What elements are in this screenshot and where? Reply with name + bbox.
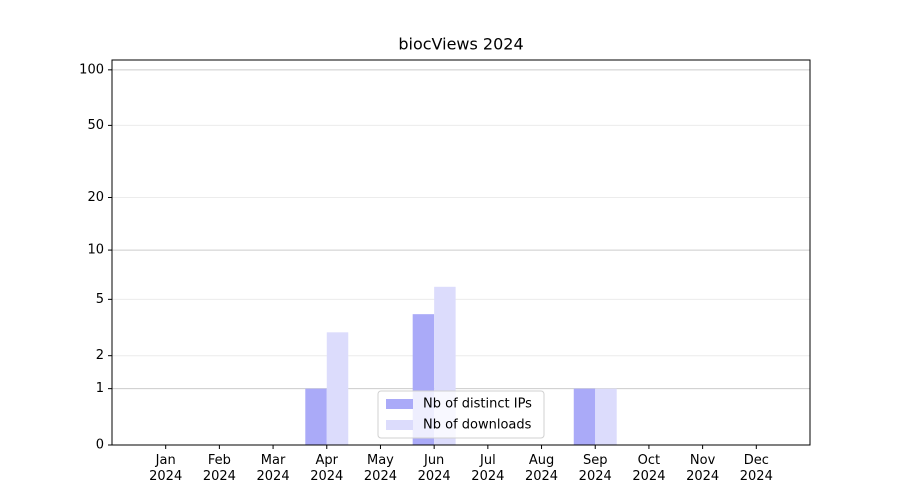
x-tick-label: Oct 2024 bbox=[632, 453, 666, 484]
bar bbox=[305, 388, 327, 445]
bar bbox=[573, 388, 596, 445]
legend-swatch bbox=[386, 399, 413, 409]
x-tick-label: Jan 2024 bbox=[149, 453, 183, 484]
x-tick-label: Nov 2024 bbox=[686, 453, 720, 484]
bar bbox=[595, 388, 617, 445]
y-tick-label: 0 bbox=[96, 438, 104, 453]
y-tick-label: 100 bbox=[79, 62, 104, 77]
x-tick-label: Dec 2024 bbox=[739, 453, 773, 484]
y-tick-label: 1 bbox=[96, 381, 104, 396]
plot-frame bbox=[111, 59, 811, 446]
legend-label: Nb of downloads bbox=[423, 418, 532, 433]
x-tick-label: May 2024 bbox=[363, 453, 397, 484]
x-tick-label: Aug 2024 bbox=[524, 453, 559, 484]
y-tick-label: 5 bbox=[96, 292, 104, 307]
legend-label: Nb of distinct IPs bbox=[423, 397, 532, 412]
legend-swatch bbox=[386, 420, 413, 430]
y-tick-label: 50 bbox=[87, 118, 104, 133]
x-tick-label: Feb 2024 bbox=[202, 453, 236, 484]
x-tick-label: Apr 2024 bbox=[310, 453, 344, 484]
x-tick-label: Jul 2024 bbox=[471, 453, 505, 484]
y-tick-label: 20 bbox=[87, 190, 104, 205]
x-tick-label: Mar 2024 bbox=[256, 453, 290, 484]
x-tick-label: Sep 2024 bbox=[578, 453, 612, 484]
legend-box bbox=[377, 390, 545, 439]
chart-title: biocViews 2024 bbox=[398, 35, 523, 54]
y-tick-label: 10 bbox=[87, 243, 104, 258]
y-tick-label: 2 bbox=[96, 348, 104, 363]
bar bbox=[326, 332, 349, 445]
x-tick-label: Jun 2024 bbox=[417, 453, 451, 484]
